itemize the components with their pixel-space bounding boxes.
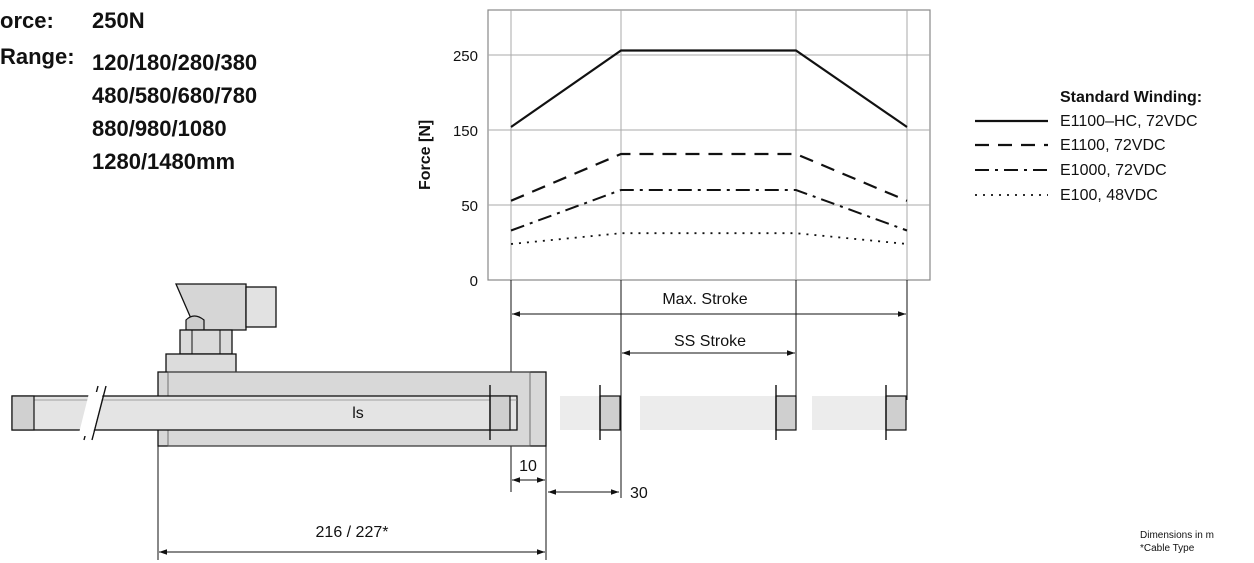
- series-line-e100: [510, 232, 908, 245]
- y-tick-0: 0: [470, 273, 478, 290]
- rod-position-ss-start: [560, 385, 621, 440]
- spec-block: orce: 250N Range: 120/180/280/380 480/58…: [0, 8, 257, 174]
- notes: Dimensions in m *Cable Type: [1140, 530, 1214, 554]
- legend-label-e1000: E1000, 72VDC: [1060, 162, 1167, 179]
- force-value: 250N: [92, 8, 145, 33]
- legend: Standard Winding: E1100–HC, 72VDC E1100,…: [975, 89, 1202, 204]
- y-tick-250: 250: [453, 48, 478, 65]
- force-chart: 0 50 150 250 Force [N]: [417, 9, 931, 290]
- note-dimensions: Dimensions in m: [1140, 530, 1214, 541]
- actuator-drawing: ls: [11, 283, 907, 447]
- legend-title: Standard Winding:: [1060, 89, 1202, 106]
- rod-position-ss-end: [640, 385, 797, 440]
- dim-30-label: 30: [630, 485, 648, 502]
- rod-position-max-end: [812, 385, 907, 440]
- ls-label: ls: [352, 405, 364, 422]
- rod-end-cap: [11, 395, 35, 431]
- legend-label-e100: E100, 48VDC: [1060, 187, 1158, 204]
- chart-frame: [487, 9, 931, 281]
- series-line-e1100-hc: [510, 49, 908, 128]
- y-axis-label: Force [N]: [417, 120, 434, 190]
- bottom-dimensions: 10 30 216 / 227*: [157, 446, 648, 560]
- legend-label-e1100-hc: E1100–HC, 72VDC: [1060, 113, 1198, 130]
- dim-total-label: 216 / 227*: [316, 524, 389, 541]
- range-line-1: 120/180/280/380: [92, 50, 257, 75]
- ss-stroke-label: SS Stroke: [674, 333, 746, 350]
- series-line-e1000: [510, 189, 908, 232]
- range-label: Range:: [0, 44, 75, 69]
- max-stroke-label: Max. Stroke: [662, 291, 747, 308]
- series-line-e1100: [510, 152, 908, 202]
- legend-label-e1100: E1100, 72VDC: [1060, 137, 1166, 154]
- y-tick-50: 50: [461, 198, 478, 215]
- stroke-dimensions: Max. Stroke SS Stroke: [510, 280, 908, 498]
- range-line-3: 880/980/1080: [92, 116, 227, 141]
- range-line-4: 1280/1480mm: [92, 149, 235, 174]
- range-line-2: 480/580/680/780: [92, 83, 257, 108]
- y-tick-150: 150: [453, 123, 478, 140]
- note-cable-type: *Cable Type: [1140, 543, 1195, 554]
- force-label: orce:: [0, 8, 54, 33]
- dim-10-label: 10: [519, 458, 537, 475]
